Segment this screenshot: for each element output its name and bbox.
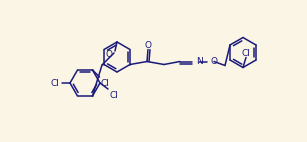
Text: Cl: Cl	[110, 91, 119, 100]
Text: Cl: Cl	[242, 49, 251, 58]
Text: O: O	[106, 50, 113, 59]
Text: Cl: Cl	[100, 79, 109, 88]
Text: Cl: Cl	[50, 79, 59, 87]
Text: O: O	[145, 41, 151, 50]
Text: O: O	[211, 57, 218, 66]
Text: N: N	[196, 57, 203, 66]
